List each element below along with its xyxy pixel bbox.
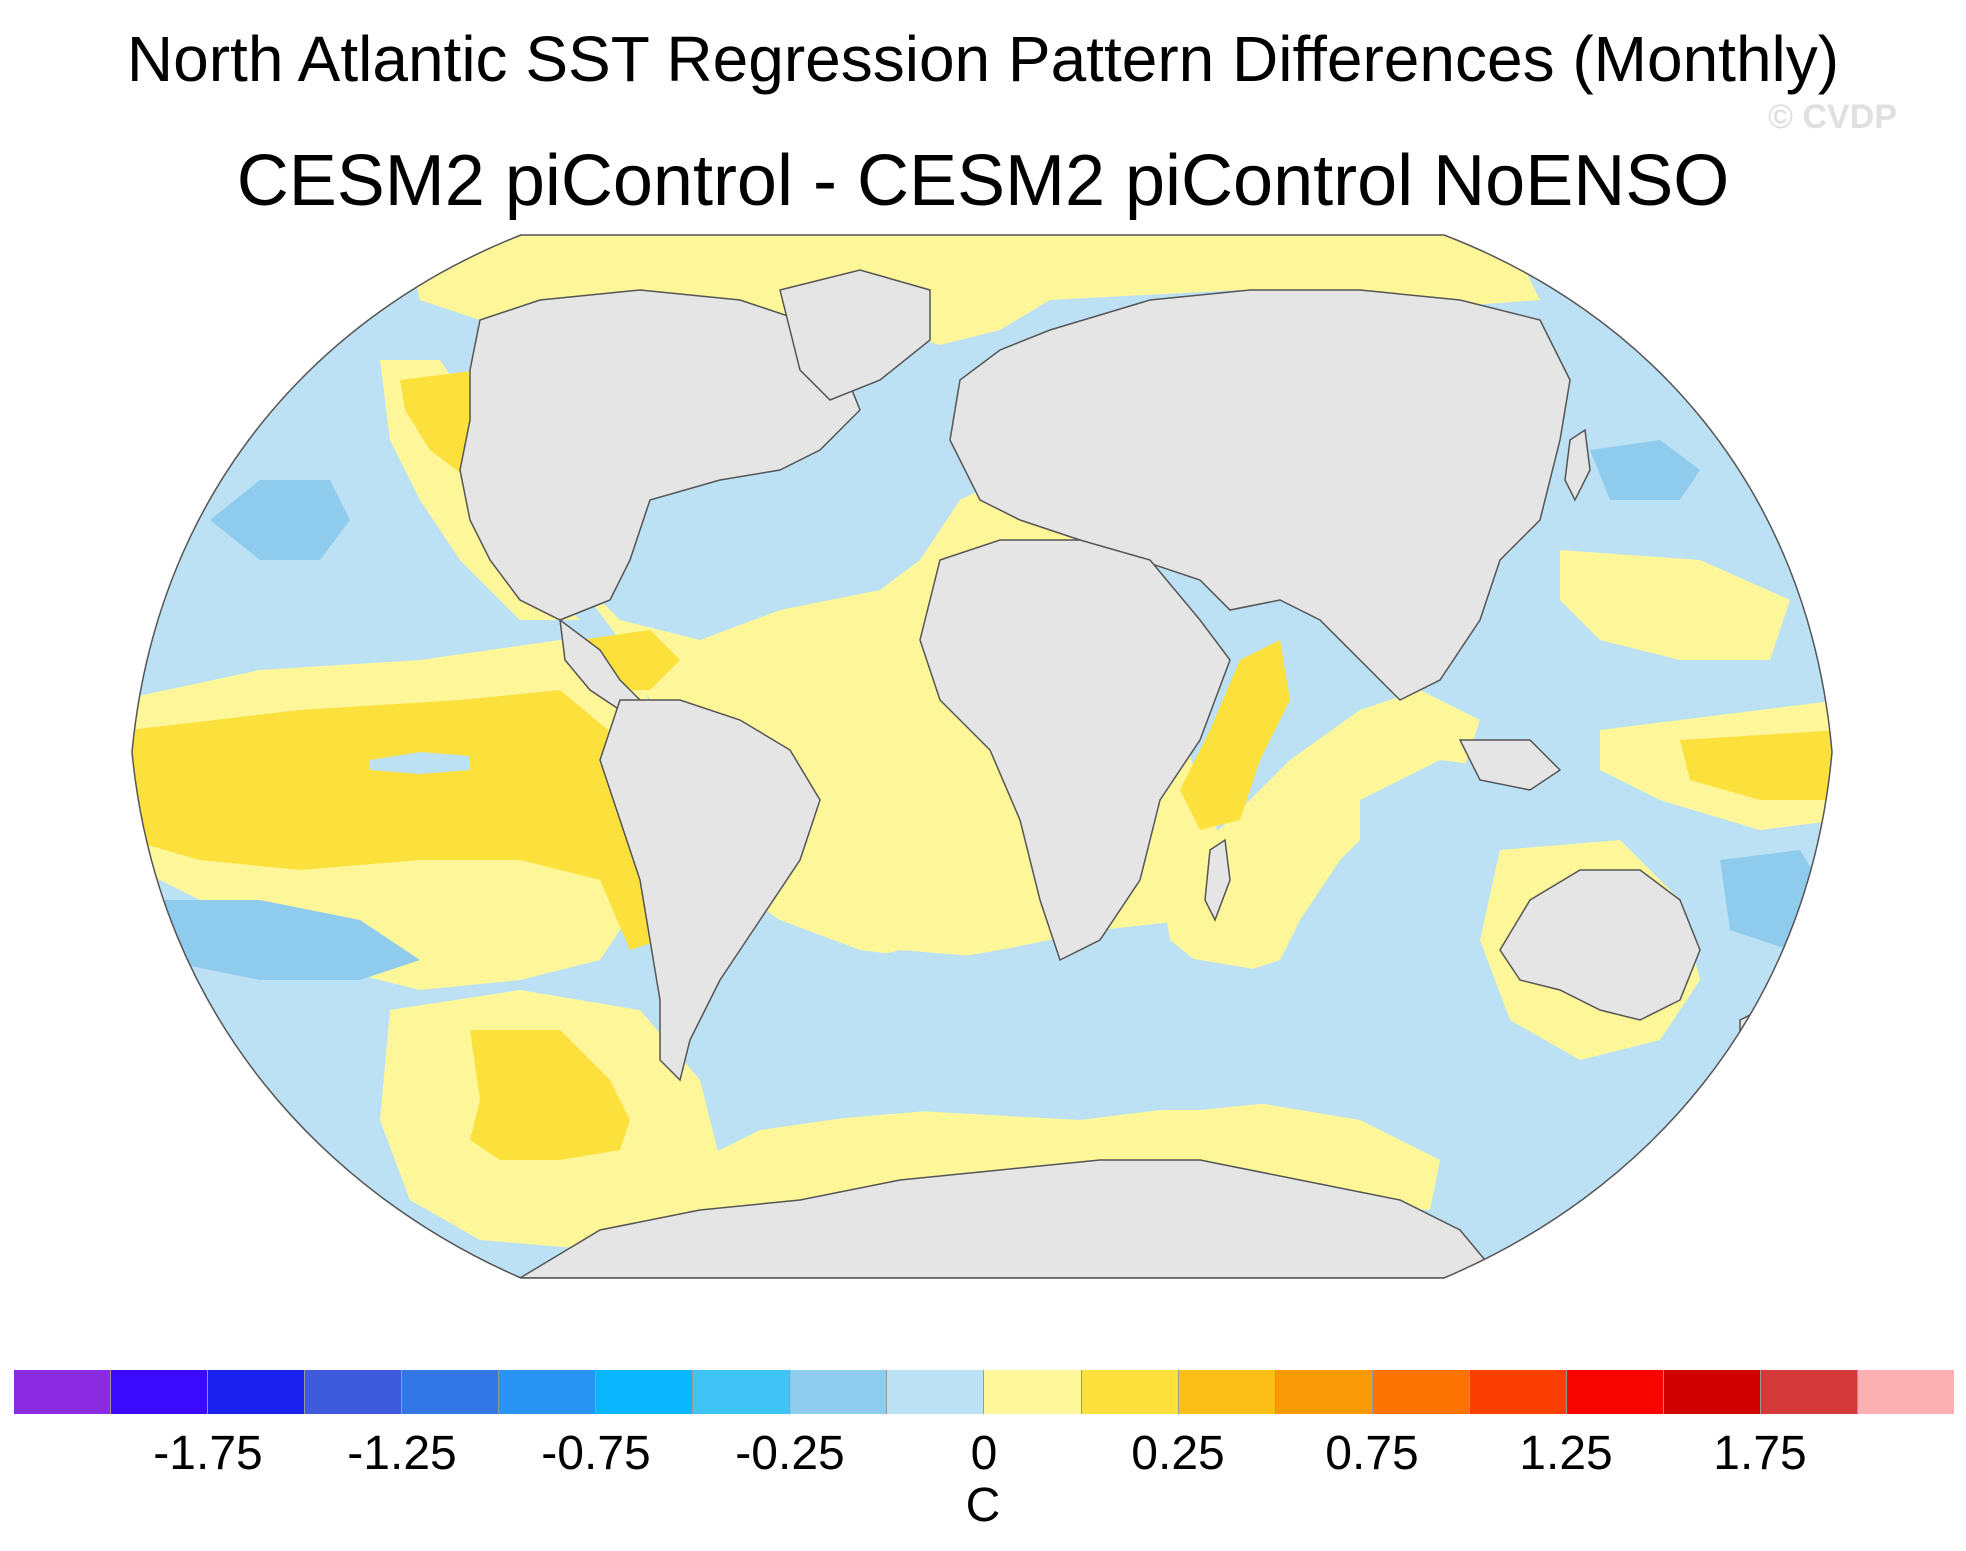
colorbar-cell bbox=[1275, 1370, 1373, 1414]
colorbar-tick-label: 0 bbox=[970, 1427, 998, 1480]
arabian-sea-strong-positive bbox=[1180, 640, 1290, 830]
west-pacific-positive-region bbox=[1560, 550, 1790, 660]
globe-outline bbox=[131, 234, 1833, 1279]
colorbar-cell bbox=[1857, 1370, 1954, 1414]
colorbar-cell bbox=[1469, 1370, 1567, 1414]
australia-land bbox=[1499, 869, 1701, 1021]
colorbar-cell bbox=[790, 1370, 888, 1414]
colorbar-cell bbox=[1566, 1370, 1664, 1414]
japan-land bbox=[1564, 428, 1591, 502]
colorbar-cell bbox=[305, 1370, 403, 1414]
colorbar-cell bbox=[1663, 1370, 1761, 1414]
colorbar-tick-label: -1.25 bbox=[347, 1427, 457, 1480]
colorbar-tick-label: 1.25 bbox=[1519, 1427, 1613, 1480]
colorbar-cell bbox=[984, 1370, 1082, 1414]
north-america-land bbox=[459, 289, 861, 621]
west-pacific-strong-positive bbox=[1680, 730, 1832, 800]
north-pacific-strong-negative bbox=[210, 480, 350, 560]
land-masses bbox=[459, 269, 1761, 1278]
tropical-pacific-strong-positive bbox=[132, 690, 660, 950]
cvdp-watermark: © CVDP bbox=[1768, 98, 1897, 136]
colorbar-cell bbox=[111, 1370, 209, 1414]
south-america-land bbox=[599, 699, 821, 1082]
colorbar-cell bbox=[1760, 1370, 1858, 1414]
colorbar-cell bbox=[1178, 1370, 1276, 1414]
colorbar-cell bbox=[596, 1370, 694, 1414]
colorbar-units: C bbox=[965, 1479, 1001, 1532]
greenland-land bbox=[779, 269, 931, 401]
antarctica-land bbox=[517, 1159, 1502, 1278]
north-atlantic-negative-region bbox=[650, 450, 930, 600]
eq-pacific-small-negative bbox=[370, 752, 470, 774]
south-pacific-strong-positive bbox=[470, 1030, 630, 1160]
colorbar-tick-label: 0.25 bbox=[1131, 1427, 1225, 1480]
africa-land bbox=[919, 539, 1231, 962]
map-title: North Atlantic SST Regression Pattern Di… bbox=[126, 23, 1840, 95]
colorbar-tick-label: -1.75 bbox=[153, 1427, 263, 1480]
south-pacific-strong-negative bbox=[140, 900, 420, 980]
colorbar-cell bbox=[1372, 1370, 1470, 1414]
colorbar-cell bbox=[208, 1370, 306, 1414]
colorbar-cell bbox=[499, 1370, 597, 1414]
colorbar-tick-label: -0.25 bbox=[735, 1427, 845, 1480]
map-subtitle: CESM2 piControl - CESM2 piControl NoENSO bbox=[236, 141, 1730, 221]
south-indian-negative-region bbox=[1360, 760, 1520, 1060]
colorbar bbox=[14, 1370, 1954, 1414]
madagascar-land bbox=[1204, 838, 1231, 922]
colorbar-cell bbox=[402, 1370, 500, 1414]
colorbar-tick-label: -0.75 bbox=[541, 1427, 651, 1480]
indonesia-land bbox=[1458, 739, 1562, 791]
arctic-positive-region bbox=[400, 235, 1540, 360]
colorbar-tick-label: 0.75 bbox=[1325, 1427, 1419, 1480]
kuroshio-strong-negative bbox=[1590, 440, 1700, 500]
southern-ocean-negative-region bbox=[700, 950, 1360, 1120]
colorbar-cell bbox=[887, 1370, 985, 1414]
colorbar-cell bbox=[693, 1370, 791, 1414]
colorbar-tick-label: 1.75 bbox=[1713, 1427, 1807, 1480]
colorbar-cell bbox=[1081, 1370, 1179, 1414]
colorbar-cell bbox=[14, 1370, 112, 1414]
indian-ocean-positive-region bbox=[1160, 690, 1480, 980]
